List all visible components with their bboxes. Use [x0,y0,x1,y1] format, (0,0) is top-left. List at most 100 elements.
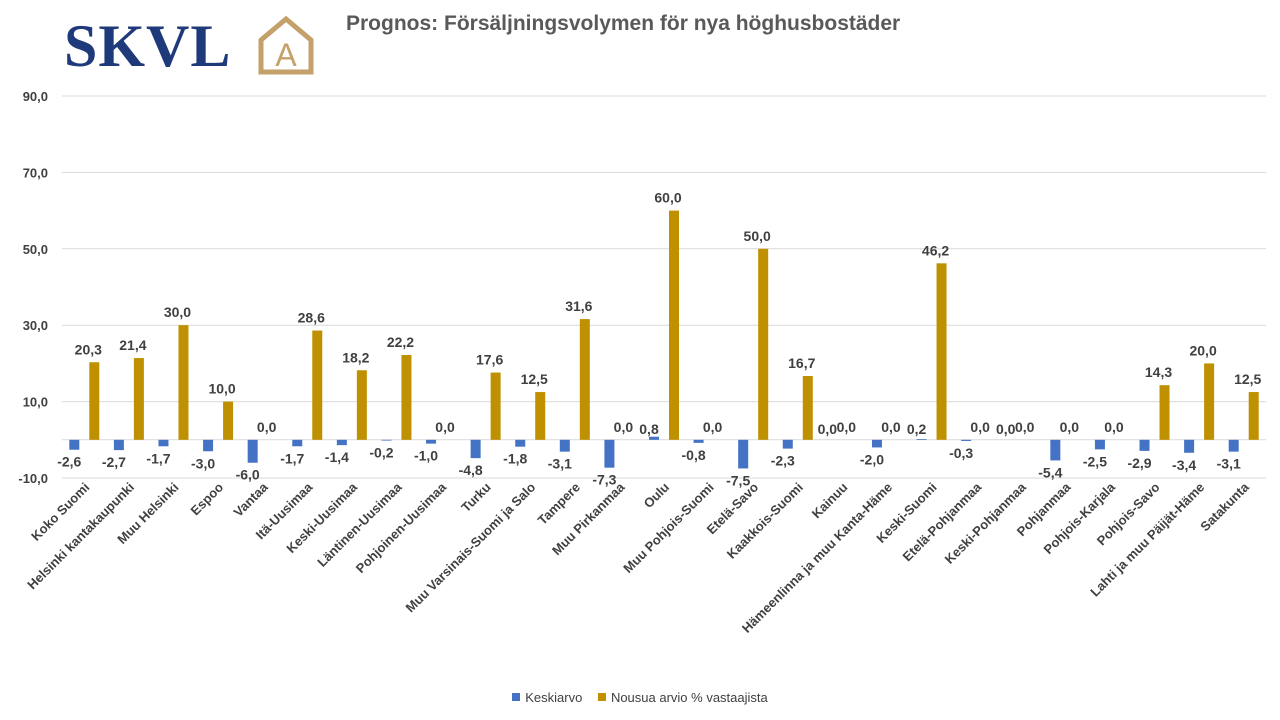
y-tick-label: 50,0 [23,242,48,257]
bar-nousua-etelä-savo [758,248,769,440]
data-label-keskiarvo: -3,1 [548,456,572,472]
data-label-keskiarvo: -7,3 [592,472,616,488]
skvl-logo: SKVL A [64,12,324,80]
data-label-nousua: 28,6 [298,310,325,326]
data-label-nousua: 17,6 [476,352,503,368]
bar-nousua-itä-uusimaa [312,330,323,440]
data-label-keskiarvo: -2,6 [57,454,81,470]
data-label-nousua: 0,0 [881,419,901,435]
data-label-keskiarvo: -1,7 [146,450,170,466]
bar-keskiarvo-satakunta [1228,439,1239,452]
data-label-nousua: 12,5 [521,371,548,387]
bar-keskiarvo-kaakkois-suomi [782,439,793,449]
category-label-pohjoinen-uusimaa: Pohjoinen-Uusimaa [353,479,450,576]
data-label-nousua: 14,3 [1145,364,1172,380]
legend-swatch-nousua [597,693,606,701]
data-label-nousua: 46,2 [922,242,949,258]
data-label-nousua: 12,5 [1234,371,1261,387]
bar-keskiarvo-pohjoinen-uusimaa [426,439,437,444]
bar-keskiarvo-muu-varsinais-suomi-ja-salo [515,439,526,447]
data-label-keskiarvo: -5,4 [1038,464,1062,480]
bar-keskiarvo-hämeenlinna-ja-muu-kanta-häme [871,439,882,448]
bar-nousua-läntinen-uusimaa [401,354,412,440]
category-label-muu-pohjois-suomi: Muu Pohjois-Suomi [620,480,716,576]
data-label-keskiarvo: -1,7 [280,450,304,466]
data-label-nousua: 0,0 [614,419,634,435]
bar-keskiarvo-lahti-ja-muu-päijät-häme [1184,439,1195,453]
bar-nousua-turku [490,372,501,440]
data-label-keskiarvo: -3,4 [1172,457,1196,473]
bar-keskiarvo-vantaa [247,439,258,463]
data-label-nousua: 30,0 [164,304,191,320]
bar-nousua-satakunta [1248,392,1259,440]
data-label-nousua: 20,3 [75,341,102,357]
data-label-nousua: 50,0 [744,228,771,244]
data-label-keskiarvo: -2,0 [860,451,884,467]
y-tick-label: 30,0 [23,318,48,333]
data-label-keskiarvo: 0,0 [996,421,1016,437]
data-label-nousua: 21,4 [119,337,146,353]
bar-keskiarvo-muu-pirkanmaa [604,439,615,468]
bar-keskiarvo-itä-uusimaa [292,439,303,447]
bar-keskiarvo-koko-suomi [69,439,80,450]
bar-keskiarvo-muu-pohjois-suomi [693,439,704,443]
category-label-espoo: Espoo [187,479,226,518]
bar-nousua-tampere [579,319,590,440]
data-label-nousua: 0,0 [1060,419,1080,435]
category-label-etelä-pohjanmaa: Etelä-Pohjanmaa [900,479,985,564]
bar-nousua-lahti-ja-muu-päijät-häme [1204,363,1215,440]
category-label-kainuu: Kainuu [809,479,851,521]
bar-keskiarvo-muu-helsinki [158,439,169,447]
data-label-nousua: 22,2 [387,334,414,350]
data-label-nousua: 0,0 [970,419,990,435]
data-label-nousua: 60,0 [654,190,681,206]
data-label-keskiarvo: -4,8 [459,462,483,478]
bar-keskiarvo-pohjois-karjala [1094,439,1105,450]
data-label-nousua: 31,6 [565,298,592,314]
data-label-keskiarvo: -0,3 [949,445,973,461]
bar-keskiarvo-pohjanmaa [1050,439,1061,461]
category-label-oulu: Oulu [641,479,673,511]
bar-nousua-keski-suomi [936,263,947,440]
data-label-nousua: 0,0 [1104,419,1124,435]
bar-nousua-kaakkois-suomi [802,376,813,440]
data-label-nousua: 0,0 [703,419,723,435]
category-label-keski-pohjanmaa: Keski-Pohjanmaa [942,479,1030,567]
legend-item-keskiarvo: Keskiarvo [512,690,582,705]
house-a-logo-icon: A [258,15,314,75]
category-label-turku: Turku [458,479,494,515]
data-label-keskiarvo: -2,3 [771,453,795,469]
bar-keskiarvo-espoo [203,439,214,452]
logo-mark-letter: A [275,37,297,73]
bar-keskiarvo-läntinen-uusimaa [381,439,392,441]
bar-keskiarvo-etelä-pohjanmaa [961,439,972,441]
data-label-nousua: 10,0 [208,381,235,397]
bar-nousua-muu-varsinais-suomi-ja-salo [535,392,546,440]
bar-nousua-koko-suomi [89,362,100,440]
chart-legend: Keskiarvo Nousua arvio % vastaajista [0,689,1280,705]
bar-keskiarvo-turku [470,439,481,459]
y-tick-label: 10,0 [23,395,48,410]
legend-label-nousua: Nousua arvio % vastaajista [610,689,768,705]
data-label-keskiarvo: 0,8 [639,421,659,437]
bar-nousua-keski-uusimaa [356,370,367,440]
data-label-keskiarvo: -2,5 [1083,453,1107,469]
bar-keskiarvo-oulu [649,436,659,440]
data-label-nousua: 16,7 [788,355,815,371]
legend-item-nousua: Nousua arvio % vastaajista [597,689,768,705]
y-tick-label: 90,0 [23,89,48,104]
data-label-keskiarvo: -0,8 [682,447,706,463]
data-label-keskiarvo: -3,1 [1217,456,1241,472]
category-label-satakunta: Satakunta [1197,479,1252,534]
y-tick-label: -10,0 [18,471,48,486]
bar-keskiarvo-helsinki-kantakaupunki [113,439,124,451]
bar-keskiarvo-tampere [559,439,570,452]
data-label-keskiarvo: -2,9 [1127,455,1151,471]
legend-label-keskiarvo: Keskiarvo [525,689,583,705]
data-label-keskiarvo: -1,0 [414,448,438,464]
legend-swatch-keskiarvo [512,693,521,701]
data-label-keskiarvo: -0,2 [369,445,393,461]
category-label-vantaa: Vantaa [231,479,272,520]
data-label-nousua: 0,0 [257,419,277,435]
